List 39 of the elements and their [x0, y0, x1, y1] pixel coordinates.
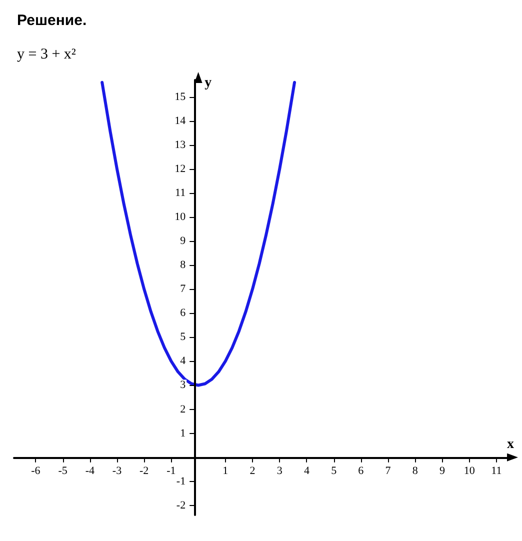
x-tick-label: 6 [358, 464, 364, 477]
x-tick-label: 10 [464, 464, 476, 477]
x-tick-label: 5 [331, 464, 338, 477]
x-axis-title: x [507, 436, 514, 452]
x-tick-label: 1 [222, 464, 228, 477]
y-axis-title: y [204, 76, 212, 90]
y-tick-label: 1 [180, 427, 186, 440]
y-tick-label: -1 [176, 475, 186, 488]
y-tick-label: 15 [174, 90, 186, 103]
y-tick-label: 14 [174, 114, 186, 127]
x-tick-label: 3 [276, 464, 283, 477]
x-tick-label: 2 [250, 464, 256, 477]
x-tick-label: -5 [58, 464, 68, 477]
chart-title: Решение. [17, 12, 87, 29]
y-tick-label: 8 [180, 259, 186, 272]
y-tick-label: 5 [180, 331, 186, 344]
y-tick-label: 9 [180, 235, 186, 248]
y-tick-label: 4 [180, 355, 186, 368]
x-tick-label: -6 [31, 464, 41, 477]
x-tick-label: -3 [112, 464, 122, 477]
y-tick-label: 11 [174, 186, 186, 199]
x-tick-label: -2 [140, 464, 149, 477]
y-tick-label: 12 [174, 162, 186, 175]
y-tick-label: 3 [180, 379, 186, 392]
x-tick-label: 7 [385, 464, 392, 477]
x-tick-label: -4 [85, 464, 95, 477]
x-tick-label: 8 [412, 464, 418, 477]
x-tick-label: -1 [166, 464, 176, 477]
y-tick-label: 10 [174, 210, 186, 223]
y-tick-label: 7 [180, 283, 186, 296]
line-series [100, 80, 296, 387]
y-tick-label: 6 [180, 307, 186, 320]
chart-subtitle: y = 3 + x² [17, 46, 76, 62]
x-tick-label: 11 [491, 464, 502, 477]
x-tick-label: 9 [439, 464, 446, 477]
y-tick-label: -2 [176, 499, 186, 512]
y-tick-label: 2 [180, 403, 186, 416]
x-tick-label: 4 [304, 464, 310, 477]
y-tick-label: 13 [174, 138, 186, 151]
